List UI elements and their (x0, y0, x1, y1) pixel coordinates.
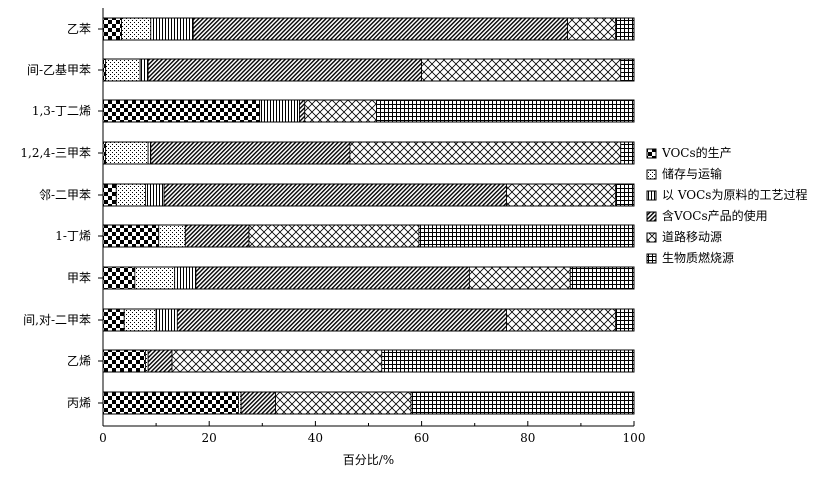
bar-segment (102, 308, 125, 332)
bar-segment (506, 183, 616, 207)
bar-segment (121, 17, 152, 41)
bars-layer (102, 17, 635, 415)
legend-swatch (646, 232, 657, 243)
bar-segment (171, 349, 383, 373)
legend-swatch (646, 211, 657, 222)
bar-segment (176, 308, 507, 332)
x-axis-ticks: 0 20 40 60 80 100 (99, 421, 645, 445)
bar-segment (410, 391, 635, 415)
category-label: 1,3-丁二烯 (32, 104, 91, 118)
bar-segment (615, 183, 635, 207)
category-label: 乙苯 (67, 22, 91, 36)
legend-swatch (646, 169, 657, 180)
category-label: 乙烯 (67, 354, 91, 368)
bar-segment (248, 224, 420, 248)
legend-label: 含VOCs产品的使用 (662, 208, 768, 223)
legend-label: 储存与运输 (662, 166, 722, 181)
bar-segment (615, 308, 635, 332)
bar-segment (259, 99, 300, 123)
legend-swatch (646, 148, 657, 159)
bar-segment (418, 224, 635, 248)
bar-segment (299, 99, 306, 123)
category-label: 间,对-二甲苯 (23, 313, 91, 327)
x-tick-label: 60 (414, 431, 429, 445)
bar-segment (620, 58, 635, 82)
bar-segment (620, 141, 635, 165)
bar-segment (147, 349, 173, 373)
category-label: 丙烯 (67, 396, 91, 410)
bar-segment (468, 266, 571, 290)
bar-segment (102, 266, 136, 290)
x-tick-label: 0 (99, 431, 107, 445)
bar-segment (163, 183, 507, 207)
x-tick-label: 40 (308, 431, 323, 445)
bar-segment (349, 141, 622, 165)
bar-segment (102, 99, 261, 123)
bar-segment (102, 17, 122, 41)
bar-segment (569, 266, 635, 290)
bar-segment (381, 349, 635, 373)
category-label: 1-丁烯 (55, 229, 91, 243)
bar-segment (195, 266, 470, 290)
x-tick-label: 80 (520, 431, 535, 445)
bar-segment (123, 308, 157, 332)
bar-segment (240, 391, 276, 415)
bar-segment (174, 266, 197, 290)
bar-segment (147, 58, 422, 82)
legend-swatch (646, 253, 657, 264)
bar-segment (145, 183, 165, 207)
bar-segment (102, 224, 160, 248)
bar-segment (376, 99, 635, 123)
bar-segment (615, 17, 635, 41)
bar-segment (115, 183, 146, 207)
category-label: 邻-二甲苯 (39, 188, 91, 202)
bar-segment (192, 17, 569, 41)
legend-label: 道路移动源 (662, 229, 722, 244)
category-label: 间-乙基甲苯 (27, 63, 91, 77)
bar-segment (304, 99, 377, 123)
bar-segment (105, 141, 149, 165)
legend-label: VOCs的生产 (661, 145, 732, 160)
legend-label: 以 VOCs为原料的工艺过程 (662, 187, 807, 202)
legend-swatch (646, 190, 657, 201)
bar-segment (139, 58, 149, 82)
bar-segment (567, 17, 616, 41)
bar-segment (150, 141, 351, 165)
x-axis-label: 百分比/% (343, 453, 394, 467)
bar-segment (184, 224, 250, 248)
bar-segment (421, 58, 622, 82)
category-label: 甲苯 (67, 271, 91, 285)
x-tick-label: 100 (623, 431, 646, 445)
bar-segment (105, 58, 141, 82)
bar-segment (102, 349, 146, 373)
bar-segment (506, 308, 616, 332)
legend-label: 生物质燃烧源 (662, 250, 734, 265)
bar-segment (158, 224, 186, 248)
bar-segment (150, 17, 194, 41)
x-tick-label: 20 (202, 431, 217, 445)
bar-segment (275, 391, 412, 415)
bar-segment (155, 308, 178, 332)
bar-segment (134, 266, 176, 290)
bar-segment (102, 391, 239, 415)
bar-segment (102, 183, 117, 207)
category-label: 1,2,4-三甲苯 (20, 146, 91, 160)
